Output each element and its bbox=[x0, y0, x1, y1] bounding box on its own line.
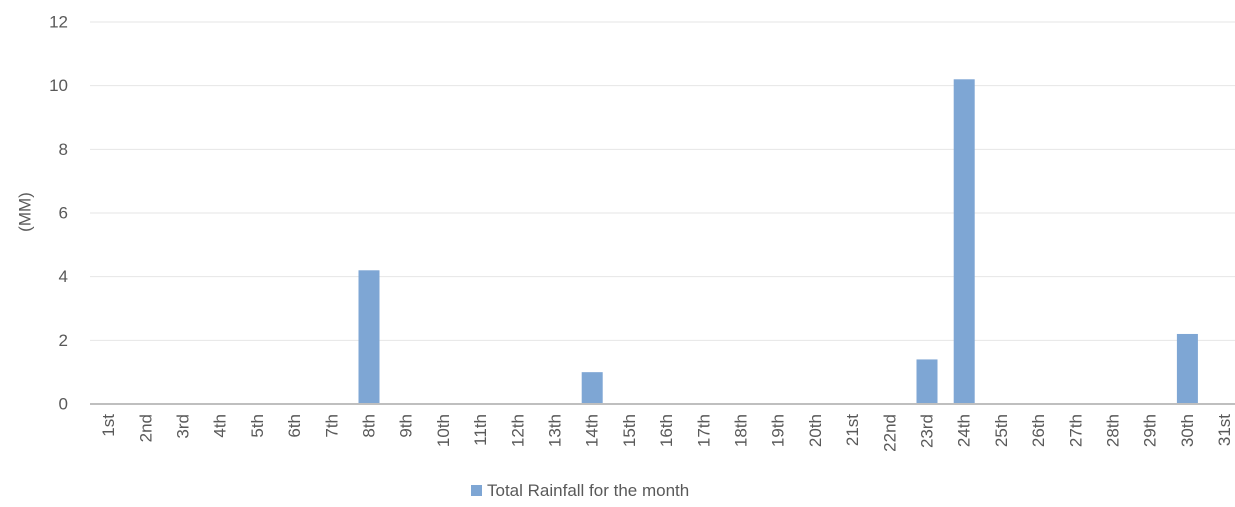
x-tick-label: 19th bbox=[769, 414, 788, 447]
y-tick-label: 0 bbox=[59, 395, 68, 414]
x-tick-label: 15th bbox=[620, 414, 639, 447]
x-tick-label: 5th bbox=[248, 414, 267, 438]
y-axis-label: (MM) bbox=[16, 192, 35, 232]
x-tick-label: 26th bbox=[1029, 414, 1048, 447]
x-tick-label: 7th bbox=[322, 414, 341, 438]
bar bbox=[1176, 333, 1198, 404]
legend-swatch bbox=[471, 485, 482, 496]
y-tick-label: 10 bbox=[49, 76, 68, 95]
x-tick-label: 13th bbox=[546, 414, 565, 447]
y-tick-label: 8 bbox=[59, 140, 68, 159]
x-tick-label: 17th bbox=[694, 414, 713, 447]
x-tick-label: 12th bbox=[508, 414, 527, 447]
x-tick-labels: 1st 2nd 3rd 4th 5th 6th 7th 8th 9th 10th 11th 12th 1… bbox=[99, 414, 1234, 452]
bar bbox=[916, 359, 938, 404]
x-tick-label: 24th bbox=[955, 414, 974, 447]
x-tick-label: 3rd bbox=[174, 414, 193, 439]
y-tick-label: 4 bbox=[59, 267, 68, 286]
x-tick-label: 2nd bbox=[136, 414, 155, 442]
x-tick-label: 8th bbox=[360, 414, 379, 438]
x-tick-label: 23rd bbox=[918, 414, 937, 448]
bar bbox=[581, 372, 603, 404]
x-tick-label: 4th bbox=[211, 414, 230, 438]
x-tick-label: 11th bbox=[471, 414, 490, 446]
x-tick-label: 9th bbox=[397, 414, 416, 438]
x-tick-label: 28th bbox=[1104, 414, 1123, 447]
y-tick-labels: 0 2 4 6 8 10 12 bbox=[49, 13, 68, 414]
legend-label: Total Rainfall for the month bbox=[487, 481, 689, 500]
x-tick-label: 6th bbox=[285, 414, 304, 438]
y-tick-label: 12 bbox=[49, 13, 68, 32]
x-tick-label: 14th bbox=[583, 414, 602, 447]
x-tick-label: 10th bbox=[434, 414, 453, 447]
x-tick-label: 25th bbox=[992, 414, 1011, 447]
x-tick-label: 21st bbox=[843, 414, 862, 446]
y-tick-label: 2 bbox=[59, 331, 68, 350]
bar bbox=[953, 79, 975, 405]
x-tick-label: 29th bbox=[1141, 414, 1160, 447]
gridlines bbox=[90, 21, 1235, 341]
x-tick-label: 18th bbox=[732, 414, 751, 447]
x-tick-label: 31st bbox=[1215, 414, 1234, 446]
x-tick-label: 1st bbox=[99, 414, 118, 437]
x-tick-label: 22nd bbox=[880, 414, 899, 452]
x-tick-label: 27th bbox=[1066, 414, 1085, 447]
x-tick-label: 20th bbox=[806, 414, 825, 447]
bars bbox=[358, 79, 1198, 405]
y-tick-label: 6 bbox=[59, 204, 68, 223]
x-tick-label: 16th bbox=[657, 414, 676, 447]
bar bbox=[358, 270, 380, 404]
x-tick-label: 30th bbox=[1178, 414, 1197, 447]
legend: Total Rainfall for the month bbox=[471, 481, 689, 500]
